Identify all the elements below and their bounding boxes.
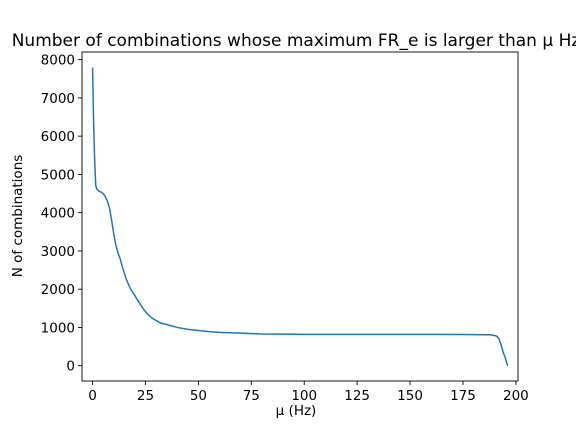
y-tick-label: 3000 [41, 244, 75, 260]
x-axis-label: μ (Hz) [276, 403, 317, 419]
y-tick-label: 0 [66, 359, 75, 375]
x-tick-label: 50 [190, 388, 207, 404]
x-tick-label: 100 [291, 388, 317, 404]
x-tick-label: 175 [450, 388, 476, 404]
y-tick-label: 2000 [41, 282, 75, 298]
x-tick-label: 125 [344, 388, 370, 404]
y-tick-label: 6000 [41, 129, 75, 145]
y-axis-label: N of combinations [10, 155, 26, 278]
x-tick-label: 200 [503, 388, 529, 404]
y-axis-ticks: 0 1000 2000 3000 4000 5000 6000 7000 8000 [41, 53, 82, 375]
chart-title: Number of combinations whose maximum FR_… [12, 31, 576, 51]
x-tick-label: 150 [397, 388, 423, 404]
y-tick-label: 8000 [41, 53, 75, 69]
y-tick-label: 4000 [41, 206, 75, 222]
x-tick-label: 25 [137, 388, 154, 404]
x-tick-label: 75 [243, 388, 260, 404]
x-tick-label: 0 [88, 388, 97, 404]
series-line [91, 67, 509, 367]
y-tick-label: 5000 [41, 167, 75, 183]
y-tick-label: 1000 [41, 320, 75, 336]
x-axis-ticks: 0 25 50 75 100 125 150 175 200 [88, 381, 529, 404]
y-tick-label: 7000 [41, 91, 75, 107]
plot-frame [81, 51, 519, 382]
